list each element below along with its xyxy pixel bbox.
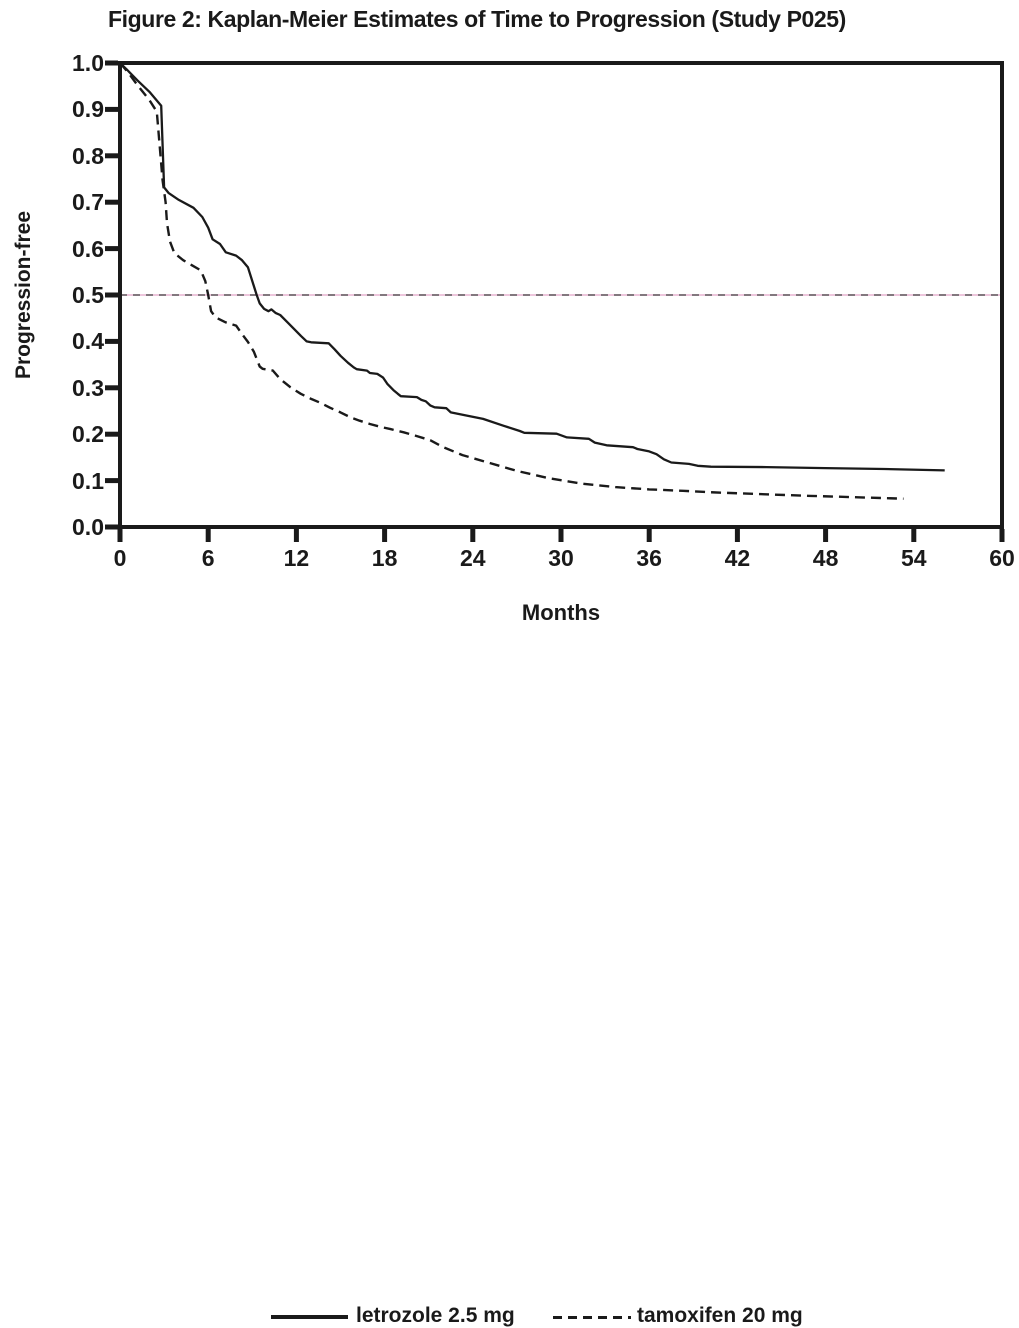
km-curve-tamoxifen <box>119 62 904 500</box>
y-tick-label: 0.3 <box>72 374 104 401</box>
y-tick-label: 0.5 <box>72 282 104 308</box>
x-tick-label: 30 <box>548 545 574 571</box>
x-tick-label: 18 <box>371 545 398 571</box>
x-tick-label: 54 <box>901 545 927 571</box>
legend: letrozole 2.5 mg tamoxifen 20 mg <box>0 648 1019 1327</box>
y-tick-label: 1.0 <box>72 50 104 76</box>
legend-dashed-line-sample <box>553 1316 631 1319</box>
plot-area <box>105 60 1005 542</box>
x-tick-label: 0 <box>113 545 127 571</box>
y-tick-label: 0.0 <box>72 514 104 540</box>
y-tick-label: 0.2 <box>72 421 104 448</box>
legend-label-letrozole: letrozole 2.5 mg <box>356 1304 515 1327</box>
x-tick-label: 48 <box>812 545 839 571</box>
legend-solid-line-sample <box>271 1315 348 1319</box>
y-tick-label: 0.1 <box>72 467 104 494</box>
y-tick-label: 0.9 <box>72 96 104 123</box>
x-tick-label: 12 <box>283 545 310 571</box>
x-tick-label: 24 <box>460 545 486 571</box>
x-axis-title: Months <box>521 600 601 625</box>
x-tick-label: 36 <box>636 545 662 571</box>
x-tick-label: 60 <box>989 545 1015 571</box>
figure-title: Figure 2: Kaplan-Meier Estimates of Time… <box>108 6 846 32</box>
x-tick-label: 6 <box>201 545 215 571</box>
y-tick-label: 0.4 <box>72 328 104 355</box>
y-tick-label: 0.7 <box>72 189 104 216</box>
plot-frame <box>118 61 1004 529</box>
legend-label-tamoxifen: tamoxifen 20 mg <box>637 1304 803 1327</box>
y-tick-label: 0.8 <box>72 142 104 169</box>
km-curve-letrozole <box>119 62 945 472</box>
y-tick-label: 0.6 <box>72 235 104 262</box>
x-tick-label: 42 <box>724 545 751 571</box>
